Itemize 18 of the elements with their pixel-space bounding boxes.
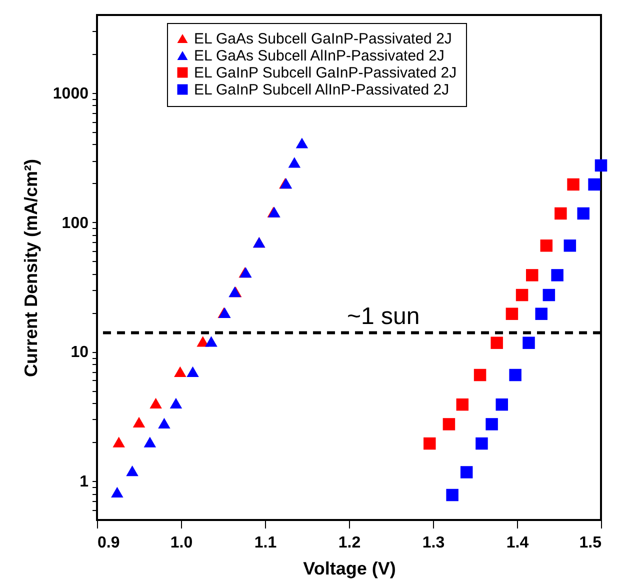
legend-label: EL GaInP Subcell GaInP-Passivated 2J: [194, 64, 457, 82]
legend-label: EL GaAs Subcell AlInP-Passivated 2J: [194, 48, 444, 64]
y-tick-label: 100: [62, 214, 89, 232]
legend-label: EL GaInP Subcell AlInP-Passivated 2J: [194, 82, 450, 98]
y-tick-label: 10: [70, 344, 89, 362]
x-tick-label: 1.4: [506, 534, 529, 552]
x-tick-label: 1.0: [170, 534, 193, 552]
y-tick-label: 1000: [52, 85, 89, 102]
x-tick-label: 1.2: [338, 534, 361, 552]
x-tick-label: 0.9: [98, 534, 120, 552]
x-axis-title: Voltage (V): [303, 558, 396, 578]
y-tick-label: 1: [80, 474, 89, 491]
y-axis-title: Current Density (mA/cm²): [20, 158, 41, 378]
legend-label: EL GaAs Subcell GaInP-Passivated 2J: [194, 30, 452, 48]
ref-line-label: ~1 sun: [347, 302, 420, 330]
x-tick-label: 1.5: [579, 534, 602, 552]
x-tick-label: 1.1: [254, 534, 277, 552]
x-tick-label: 1.3: [422, 534, 445, 552]
